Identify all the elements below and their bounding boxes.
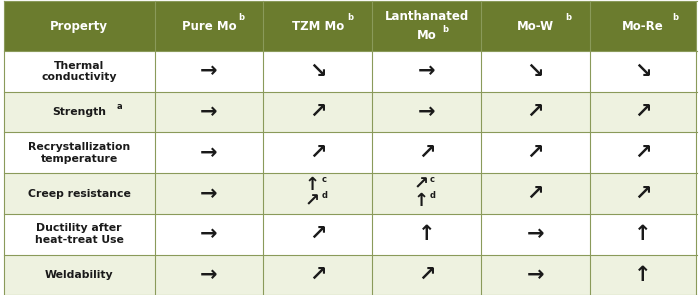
Bar <box>4 51 155 92</box>
Text: ↘: ↘ <box>634 61 652 81</box>
Text: Weldability: Weldability <box>45 270 113 280</box>
Bar <box>481 214 590 255</box>
Text: →: → <box>200 61 218 81</box>
Text: Creep resistance: Creep resistance <box>27 189 130 199</box>
Bar <box>4 173 155 214</box>
Text: Mo-Re: Mo-Re <box>622 20 664 33</box>
Text: ↗: ↗ <box>418 143 435 163</box>
Text: ↘: ↘ <box>526 61 544 81</box>
Text: ↑: ↑ <box>634 265 652 285</box>
Text: →: → <box>526 265 544 285</box>
Text: a: a <box>116 102 122 111</box>
Bar <box>4 214 155 255</box>
Text: ↑: ↑ <box>304 176 320 194</box>
Bar <box>590 92 696 132</box>
Bar <box>372 51 481 92</box>
Text: TZM Mo: TZM Mo <box>292 20 344 33</box>
Text: →: → <box>200 143 218 163</box>
Bar <box>590 1 696 51</box>
Text: ↗: ↗ <box>309 143 326 163</box>
Bar <box>481 1 590 51</box>
Bar <box>4 255 155 295</box>
Bar <box>481 92 590 132</box>
Bar <box>4 1 155 51</box>
Text: →: → <box>418 61 435 81</box>
Text: ↗: ↗ <box>526 143 544 163</box>
Text: b: b <box>347 13 354 22</box>
Bar <box>481 51 590 92</box>
Text: Pure Mo: Pure Mo <box>182 20 237 33</box>
Text: Ductility after
heat-treat Use: Ductility after heat-treat Use <box>34 223 123 245</box>
Text: ↑: ↑ <box>418 224 435 244</box>
Bar <box>372 132 481 173</box>
Text: b: b <box>672 13 678 22</box>
Bar <box>155 173 263 214</box>
Text: ↗: ↗ <box>526 183 544 204</box>
Bar <box>155 51 263 92</box>
Bar <box>263 173 372 214</box>
Bar <box>481 255 590 295</box>
Text: ↗: ↗ <box>304 192 320 210</box>
Text: Mo-W: Mo-W <box>517 20 554 33</box>
Bar <box>155 214 263 255</box>
Bar <box>481 173 590 214</box>
Text: →: → <box>200 224 218 244</box>
Text: →: → <box>200 183 218 204</box>
Text: ↘: ↘ <box>309 61 326 81</box>
Text: ↗: ↗ <box>526 102 544 122</box>
Text: c: c <box>321 175 326 184</box>
Text: ↗: ↗ <box>634 143 652 163</box>
Text: ↑: ↑ <box>634 224 652 244</box>
Bar <box>155 92 263 132</box>
Text: ↗: ↗ <box>309 224 326 244</box>
Bar <box>372 92 481 132</box>
Text: d: d <box>321 191 328 200</box>
Bar <box>263 92 372 132</box>
Text: ↗: ↗ <box>634 183 652 204</box>
Text: →: → <box>418 102 435 122</box>
Bar <box>372 173 481 214</box>
Bar <box>263 132 372 173</box>
Text: Mo: Mo <box>416 29 437 42</box>
Text: →: → <box>200 102 218 122</box>
Bar <box>590 255 696 295</box>
Bar <box>590 173 696 214</box>
Bar <box>590 132 696 173</box>
Bar <box>263 214 372 255</box>
Bar <box>155 255 263 295</box>
Text: ↑: ↑ <box>414 192 428 210</box>
Text: Recrystallization
temperature: Recrystallization temperature <box>28 142 130 164</box>
Bar <box>372 255 481 295</box>
Bar <box>263 255 372 295</box>
Bar <box>481 132 590 173</box>
Bar <box>4 132 155 173</box>
Bar <box>155 1 263 51</box>
Text: Lanthanated: Lanthanated <box>384 10 469 23</box>
Bar <box>263 1 372 51</box>
Bar <box>590 214 696 255</box>
Bar <box>4 92 155 132</box>
Text: b: b <box>239 13 244 22</box>
Text: Property: Property <box>50 20 108 33</box>
Bar <box>590 51 696 92</box>
Text: ↗: ↗ <box>309 102 326 122</box>
Text: c: c <box>430 175 435 184</box>
Text: →: → <box>200 265 218 285</box>
Text: Thermal
conductivity: Thermal conductivity <box>41 60 117 82</box>
Bar <box>263 51 372 92</box>
Text: d: d <box>430 191 436 200</box>
Text: ↗: ↗ <box>634 102 652 122</box>
Text: b: b <box>565 13 571 22</box>
Text: Strength: Strength <box>52 107 106 117</box>
Text: b: b <box>442 25 448 34</box>
Bar <box>155 132 263 173</box>
Text: ↗: ↗ <box>414 176 428 194</box>
Bar <box>372 214 481 255</box>
Text: →: → <box>526 224 544 244</box>
Text: ↗: ↗ <box>309 265 326 285</box>
Bar <box>372 1 481 51</box>
Text: ↗: ↗ <box>418 265 435 285</box>
